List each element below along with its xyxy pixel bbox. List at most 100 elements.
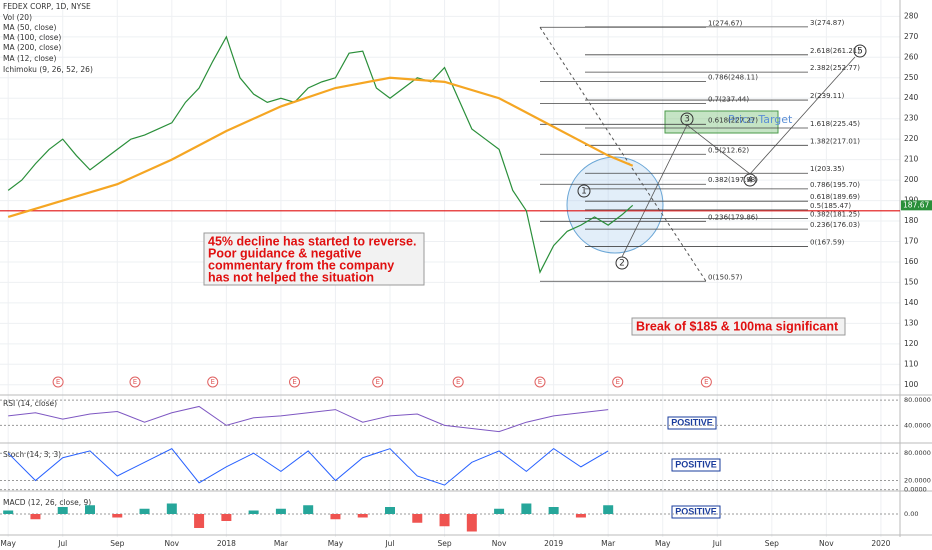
status: POSITIVE bbox=[675, 506, 717, 516]
y-tick-label: 20.0000 bbox=[904, 477, 931, 485]
y-tick-label: 250 bbox=[904, 73, 919, 82]
x-tick-label: Nov bbox=[164, 539, 179, 548]
earnings-marker bbox=[452, 376, 464, 388]
fib-label: 0.5(185.47) bbox=[810, 202, 851, 210]
fib-label: 0(167.59) bbox=[810, 238, 845, 246]
x-tick-label: 2019 bbox=[544, 539, 563, 548]
y-tick-label: 120 bbox=[904, 339, 919, 348]
x-tick-label: Sep bbox=[110, 539, 124, 548]
histogram-bar bbox=[85, 505, 95, 514]
fib-label: 0.382(197.98) bbox=[708, 176, 758, 184]
histogram-bar bbox=[57, 507, 68, 514]
annotation: has not helped the situation bbox=[208, 270, 374, 284]
legend-line: MA (100, close) bbox=[3, 33, 61, 42]
x-tick-label: 2020 bbox=[871, 539, 890, 548]
pane-title: MACD (12, 26, close, 9) bbox=[3, 498, 91, 507]
last-price-box bbox=[901, 200, 932, 211]
earnings-marker bbox=[612, 376, 624, 388]
histogram-bar bbox=[248, 510, 259, 514]
annotation: 45% decline has started to reverse. bbox=[208, 234, 416, 248]
x-tick-label: Jul bbox=[712, 539, 722, 548]
earnings-label: E bbox=[56, 378, 60, 386]
earnings-marker bbox=[207, 376, 219, 388]
y-tick-label: 200 bbox=[904, 175, 919, 184]
y-tick-label: 220 bbox=[904, 134, 919, 143]
y-tick-label: 0.00 bbox=[904, 510, 918, 518]
histogram-bar bbox=[221, 514, 232, 521]
y-tick-label: 240 bbox=[904, 93, 919, 102]
fib-label: 2.618(261.21) bbox=[810, 47, 860, 55]
fib-label: 0.7(237.44) bbox=[708, 95, 749, 103]
target-zone bbox=[664, 110, 779, 134]
fib-label: 0.618(227.27) bbox=[708, 116, 758, 124]
annotation: Break of $185 & 100ma significant bbox=[636, 319, 839, 333]
y-tick-label: 40.0000 bbox=[904, 421, 931, 429]
earnings-label: E bbox=[133, 378, 137, 386]
earnings-marker bbox=[289, 376, 301, 388]
wave-label: 2 bbox=[619, 259, 625, 269]
earnings-marker bbox=[129, 376, 141, 388]
last-price-label: 187.67 bbox=[903, 200, 929, 209]
fib-label: 0.236(179.86) bbox=[708, 213, 758, 221]
x-tick-label: Mar bbox=[274, 539, 289, 548]
fib-label: 0.382(181.25) bbox=[810, 210, 860, 218]
histogram-bar bbox=[521, 503, 532, 514]
wave-circle bbox=[577, 184, 591, 198]
y-tick-label: 280 bbox=[904, 11, 919, 20]
y-tick-label: 210 bbox=[904, 155, 919, 164]
x-tick-label: Mar bbox=[601, 539, 616, 548]
fib-label: 0.236(176.03) bbox=[810, 221, 860, 229]
y-tick-label: 260 bbox=[904, 52, 919, 61]
earnings-marker bbox=[534, 376, 546, 388]
histogram-bar bbox=[330, 514, 341, 520]
y-tick-label: 110 bbox=[904, 359, 919, 368]
wave-labels: 1 2 3 4 5 bbox=[577, 44, 867, 270]
histogram-bar bbox=[194, 514, 205, 528]
fib-label: 0(150.57) bbox=[708, 273, 743, 281]
x-tick-label: Nov bbox=[819, 539, 834, 548]
histogram-bar bbox=[3, 510, 14, 514]
wave-label: 3 bbox=[684, 115, 690, 125]
fib-label: 2(239.11) bbox=[810, 92, 845, 100]
oscillator-line bbox=[7, 448, 609, 486]
y-tick-label: 160 bbox=[904, 257, 919, 266]
oscillator-line bbox=[8, 405, 609, 433]
wave-label: 1 bbox=[581, 187, 587, 197]
x-tick-label: Sep bbox=[437, 539, 451, 548]
histogram-bar bbox=[494, 508, 505, 514]
fib-label: 1.382(217.01) bbox=[810, 137, 860, 145]
x-tick-label: 2018 bbox=[217, 539, 236, 548]
legend-line: MA (200, close) bbox=[3, 43, 61, 52]
earnings-label: E bbox=[704, 378, 708, 386]
histogram-bar bbox=[548, 507, 559, 514]
histogram-bar bbox=[575, 514, 586, 518]
price-target-label: Price Target bbox=[728, 113, 793, 126]
fib-label: 1(203.35) bbox=[810, 165, 845, 173]
histogram-bar bbox=[303, 505, 314, 514]
y-tick-label: 180 bbox=[904, 216, 919, 225]
histogram-bar bbox=[112, 514, 123, 518]
y-tick-label: 140 bbox=[904, 298, 919, 307]
y-tick-label: 190 bbox=[904, 196, 919, 205]
annotation-box bbox=[631, 317, 846, 336]
pane-title: RSI (14, close) bbox=[3, 399, 57, 408]
wave-circle bbox=[853, 44, 867, 58]
y-tick-label: 270 bbox=[904, 32, 919, 41]
earnings-marker bbox=[372, 376, 384, 388]
x-tick-label: May bbox=[328, 539, 344, 548]
fib-label: 1(274.67) bbox=[708, 19, 743, 27]
x-tick-label: Sep bbox=[765, 539, 779, 548]
legend-line: Ichimoku (9, 26, 52, 26) bbox=[3, 65, 93, 74]
annotation: commentary from the company bbox=[208, 258, 394, 272]
fib-label: 0.5(212.62) bbox=[708, 146, 749, 154]
y-tick-label: 150 bbox=[904, 277, 919, 286]
y-tick-label: 80.0000 bbox=[904, 449, 931, 457]
series-line bbox=[7, 76, 634, 218]
earnings-label: E bbox=[538, 378, 542, 386]
fib-label: 2.382(252.77) bbox=[810, 64, 860, 72]
y-tick-label: 0.0000 bbox=[904, 486, 927, 494]
histogram-bar bbox=[603, 505, 614, 514]
x-tick-label: Jul bbox=[384, 539, 394, 548]
